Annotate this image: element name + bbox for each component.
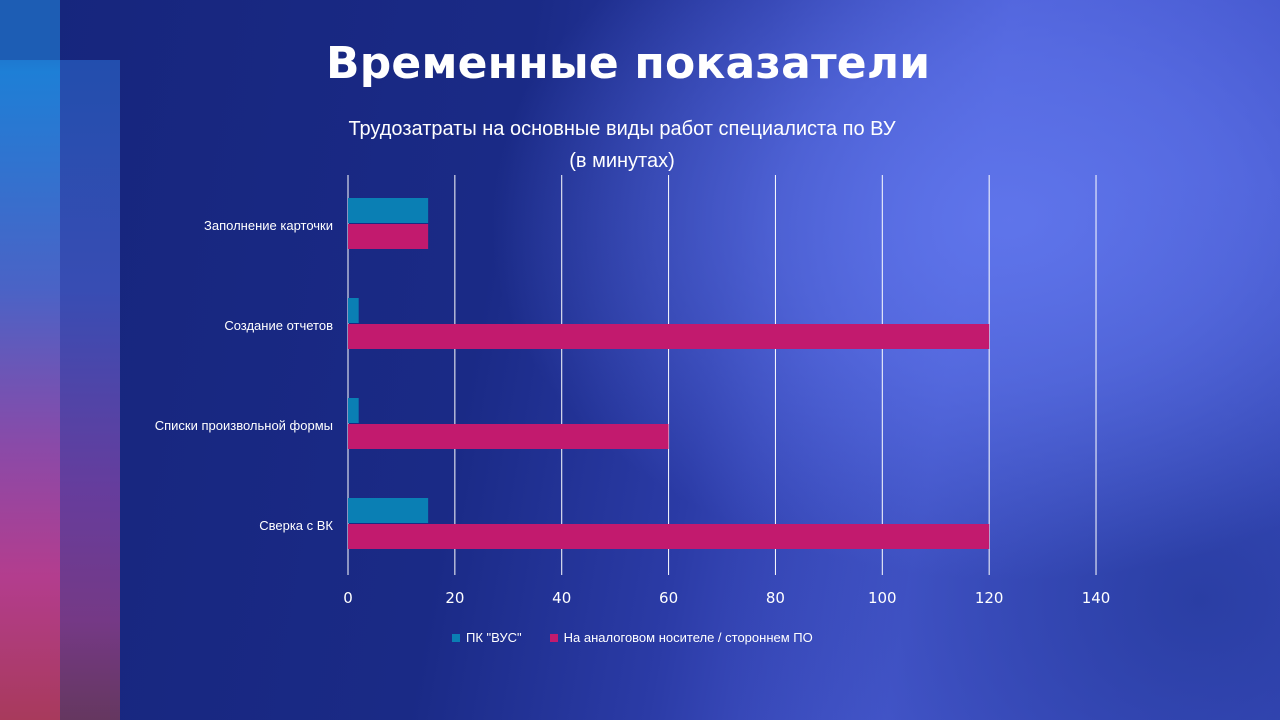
decor-strip-left [0, 0, 60, 720]
x-tick-label: 100 [868, 589, 897, 607]
chart-title-line-2: (в минутах) [569, 150, 675, 172]
decor-block-top [0, 0, 60, 60]
bar-series-b [348, 424, 669, 449]
category-label: Списки произвольной формы [155, 418, 333, 433]
bar-series-b [348, 224, 429, 249]
bar-series-b [348, 524, 990, 549]
x-tick-label: 20 [445, 589, 464, 607]
x-tick-label: 40 [552, 589, 571, 607]
legend-swatch-series-a [452, 633, 460, 642]
x-tick-label: 0 [343, 589, 353, 607]
bar-series-a [348, 498, 429, 523]
chart-title-line-1: Трудозатраты на основные виды работ спец… [348, 118, 896, 140]
legend: ПК "ВУС" На аналоговом носителе / сторон… [452, 630, 813, 645]
bar-series-a [348, 298, 359, 323]
legend-label-series-b: На аналоговом носителе / стороннем ПО [563, 630, 813, 645]
x-tick-label: 140 [1082, 589, 1111, 607]
legend-item-series-a: ПК "ВУС" [452, 630, 522, 645]
x-tick-label: 80 [766, 589, 785, 607]
bar-series-a [348, 398, 359, 423]
legend-label-series-a: ПК "ВУС" [466, 630, 522, 645]
category-label: Создание отчетов [224, 318, 333, 333]
x-tick-label: 60 [659, 589, 678, 607]
category-label: Сверка с ВК [259, 518, 333, 533]
category-label: Заполнение карточки [204, 218, 333, 233]
x-tick-label: 120 [975, 589, 1004, 607]
legend-item-series-b: На аналоговом носителе / стороннем ПО [549, 630, 813, 645]
bar-series-a [348, 198, 429, 223]
page-title: Временные показатели [326, 38, 931, 89]
bar-series-b [348, 324, 990, 349]
legend-swatch-series-b [549, 633, 558, 642]
decor-strip-inner [60, 60, 120, 720]
